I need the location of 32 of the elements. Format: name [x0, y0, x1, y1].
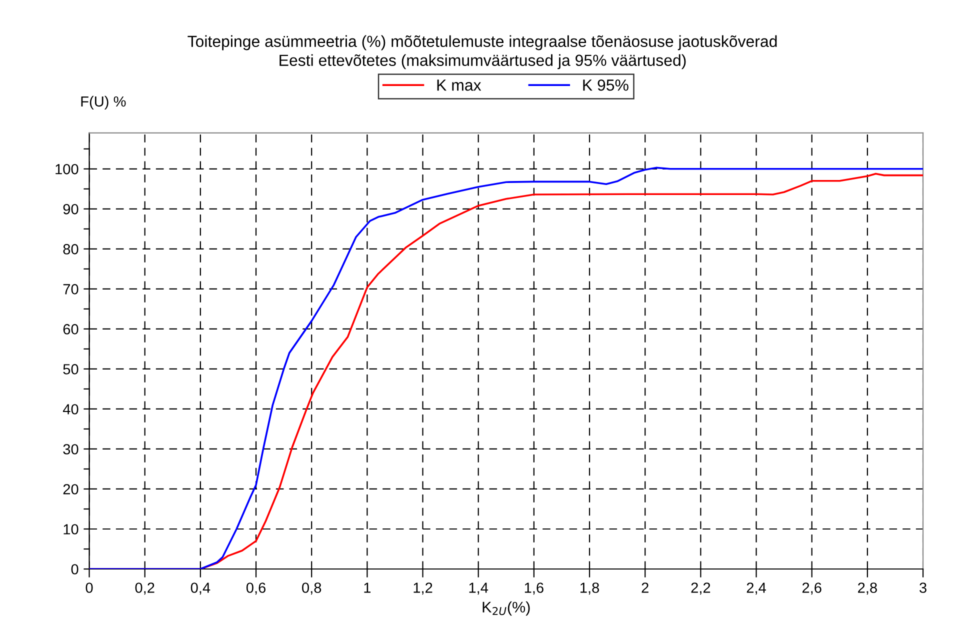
y-tick-label: 70: [63, 284, 78, 294]
x-tick-label: 2: [642, 582, 648, 593]
x-tick-label: 0: [86, 582, 93, 593]
x-tick-label: 1,6: [524, 582, 544, 595]
x-tick-label: 2,2: [691, 582, 710, 595]
x-tick-label: 0,4: [190, 582, 210, 595]
x-tick-label: 1,2: [414, 582, 432, 595]
x-tick-label: 1,8: [580, 582, 600, 595]
x-tick-label: 0,8: [302, 582, 322, 595]
y-tick-label: 50: [63, 364, 78, 374]
y-tick-label: 30: [63, 444, 78, 454]
x-axis-title: K$_{2U}$(%): [482, 601, 530, 616]
y-tick-label: 100: [56, 164, 78, 174]
x-tick-label: 1: [364, 582, 371, 593]
x-tick-label: 2,4: [746, 582, 766, 595]
y-tick-label: 90: [63, 204, 78, 214]
y-tick-label: 20: [63, 484, 78, 494]
y-axis-title: F(U) %: [81, 96, 126, 110]
y-tick-label: 60: [63, 324, 78, 334]
legend-label: K 95%: [583, 79, 628, 91]
x-tick-label: 3: [920, 582, 926, 593]
x-tick-label: 1,4: [469, 582, 488, 595]
chart-title: Toitepinge asümmeetria (%) mõõtetulemuste integraalse tõenäosuse jaotuskõverad Eesti ettevõtetes (maksimumväärtused ja 95% väärtused): [188, 35, 777, 70]
y-tick-label: 0: [71, 564, 78, 574]
y-tick-label: 40: [62, 404, 78, 414]
x-tick-label: 2,6: [802, 582, 822, 595]
y-tick-label: 10: [64, 524, 78, 534]
y-tick-label: 80: [63, 244, 78, 254]
x-tick-label: 2,8: [858, 582, 877, 595]
x-tick-label: 0,6: [246, 582, 266, 595]
x-tick-label: 0,2: [135, 582, 154, 595]
legend-label: K max: [437, 80, 482, 91]
